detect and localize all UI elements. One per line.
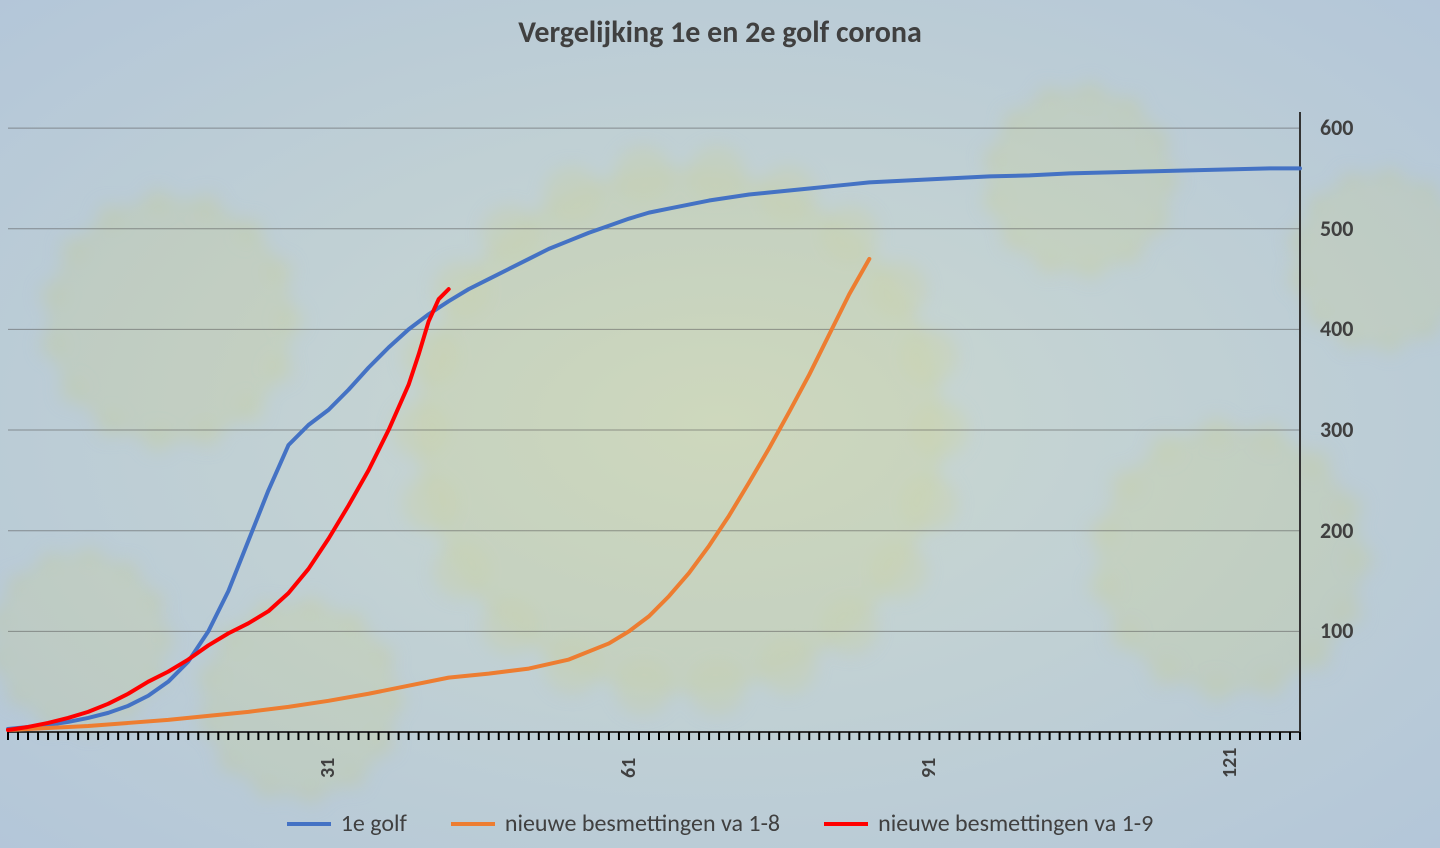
ytick-label: 200 (1320, 517, 1353, 544)
legend-label: nieuwe besmettingen va 1-8 (505, 809, 780, 838)
ytick-label: 300 (1320, 416, 1353, 443)
line-chart (0, 0, 1440, 848)
xtick-label: 31 (316, 758, 340, 778)
legend-swatch (451, 822, 495, 826)
ytick-label: 100 (1320, 617, 1353, 644)
ytick-label: 600 (1320, 114, 1353, 141)
xtick-label: 91 (917, 758, 941, 778)
legend-item: 1e golf (287, 809, 407, 838)
series-line (8, 168, 1300, 729)
chart-container: Vergelijking 1e en 2e golf corona 100 200… (0, 0, 1440, 848)
gridlines (8, 128, 1300, 631)
chart-title: Vergelijking 1e en 2e golf corona (0, 14, 1440, 51)
xtick-label: 61 (617, 758, 641, 778)
legend-label: nieuwe besmettingen va 1-9 (878, 809, 1153, 838)
chart-series (8, 168, 1300, 730)
xtick-label: 121 (1218, 748, 1242, 778)
legend-swatch (287, 822, 331, 826)
legend-item: nieuwe besmettingen va 1-8 (451, 809, 780, 838)
legend-swatch (824, 822, 868, 826)
legend-item: nieuwe besmettingen va 1-9 (824, 809, 1153, 838)
ytick-label: 400 (1320, 315, 1353, 342)
xaxis-minor-ticks (8, 732, 1300, 740)
chart-legend: 1e golf nieuwe besmettingen va 1-8 nieuwe … (0, 804, 1440, 839)
ytick-label: 500 (1320, 215, 1353, 242)
legend-label: 1e golf (341, 809, 407, 838)
